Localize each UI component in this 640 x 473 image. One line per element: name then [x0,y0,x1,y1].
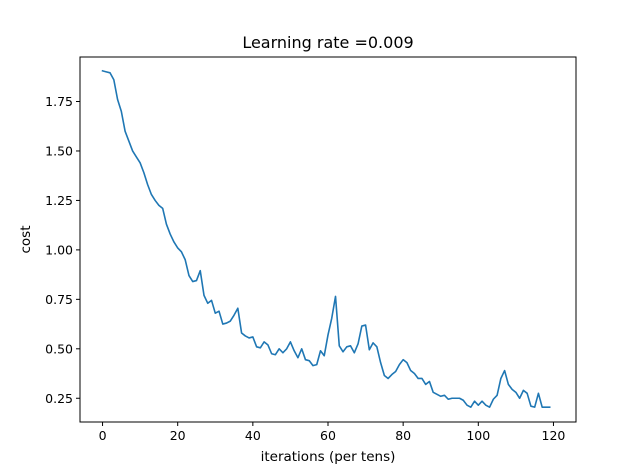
y-tick-label: 0.25 [45,391,73,406]
x-axis-label: iterations (per tens) [261,449,396,465]
cost-line [101,69,551,408]
plot-frame [79,56,577,423]
y-tick-label: 0.75 [45,292,73,307]
y-tick-label: 1.25 [45,193,73,208]
x-tick-label: 120 [542,428,566,443]
x-tick-label: 0 [99,428,107,443]
x-tick-label: 20 [170,428,186,443]
y-tick-label: 1.75 [45,94,73,109]
x-axis: 0 20 40 60 80 100 120 [99,422,566,443]
y-axis-label: cost [18,225,34,253]
x-tick-label: 60 [320,428,336,443]
x-tick-label: 80 [395,428,411,443]
x-tick-label: 40 [245,428,261,443]
plot-area [80,57,576,422]
y-axis: 0.25 0.50 0.75 1.00 1.25 1.50 1.75 [45,94,80,406]
chart-title: Learning rate =0.009 [242,33,413,52]
x-tick-label: 100 [466,428,490,443]
y-tick-label: 1.50 [45,143,73,158]
y-tick-label: 0.50 [45,341,73,356]
y-tick-label: 1.00 [45,242,73,257]
